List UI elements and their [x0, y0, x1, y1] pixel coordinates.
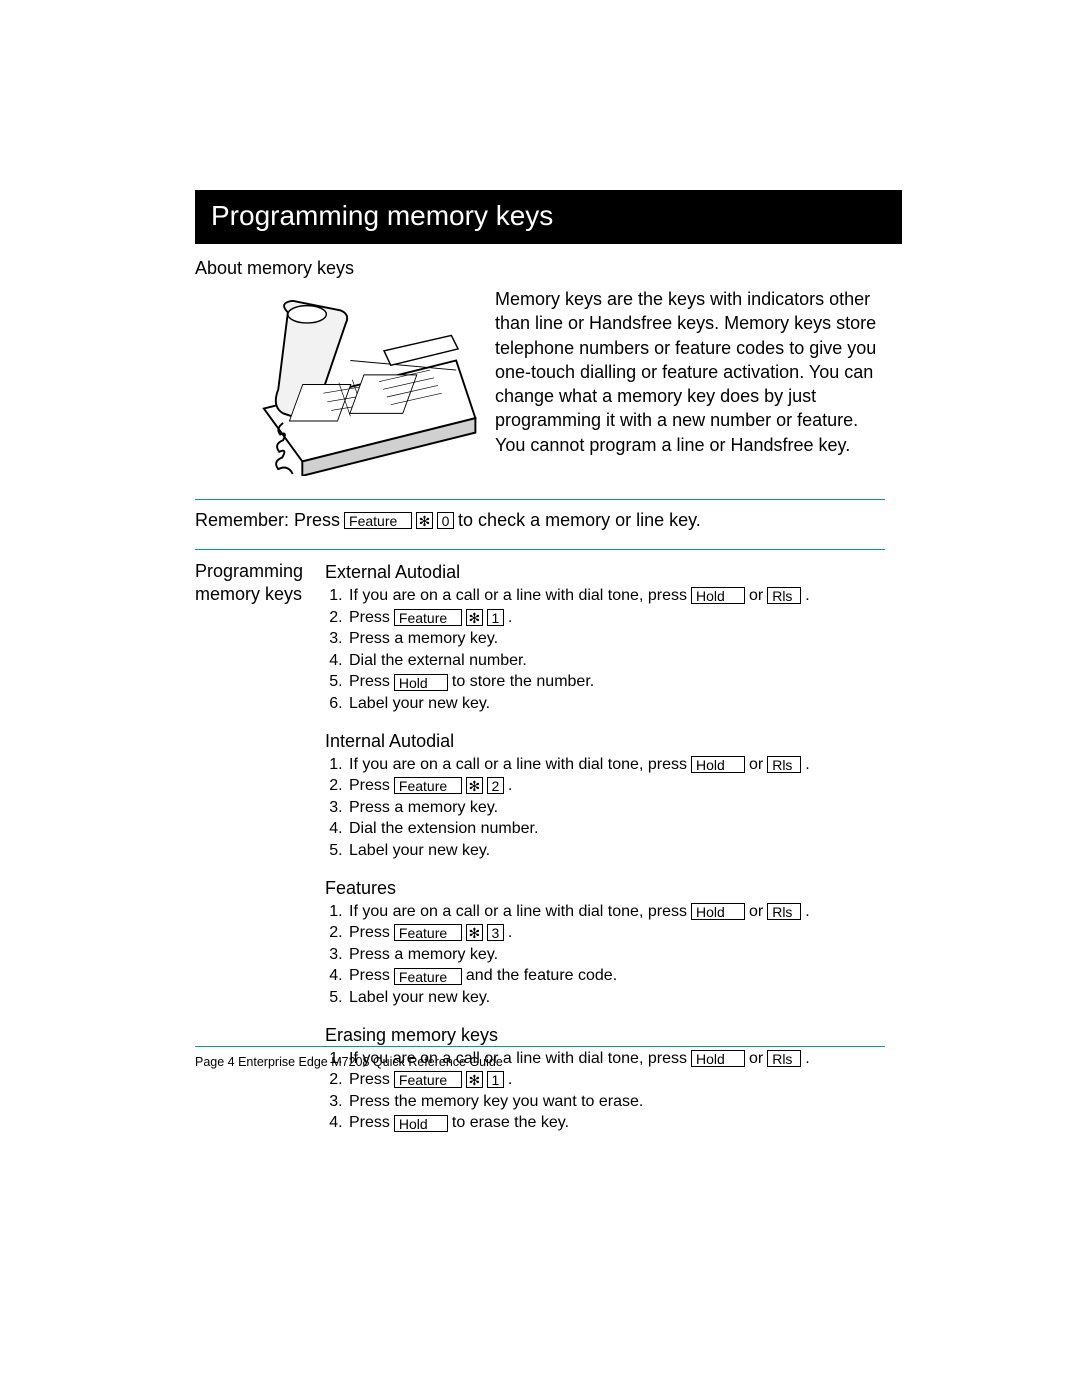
- list-item: If you are on a call or a line with dial…: [347, 585, 885, 607]
- rls-key: Rls: [767, 1050, 801, 1067]
- one-key: 1: [487, 609, 504, 626]
- feature-key: Feature: [394, 924, 462, 941]
- features-heading: Features: [325, 878, 885, 899]
- step-text: Press: [349, 965, 390, 987]
- one-key: 1: [487, 1071, 504, 1088]
- page: Programming memory keys About memory key…: [0, 0, 1080, 1397]
- remember-line: Remember: Press Feature ✻ 0 to check a m…: [195, 508, 885, 531]
- step-text: If you are on a call or a line with dial…: [349, 754, 687, 776]
- two-key: 2: [487, 777, 504, 794]
- programming-section: Programming memory keys External Autodia…: [195, 558, 885, 1134]
- step-text: or: [749, 754, 763, 776]
- feature-key: Feature: [344, 512, 412, 529]
- star-key: ✻: [466, 777, 483, 794]
- hold-key: Hold: [691, 587, 745, 604]
- list-item: Press Feature ✻ 1.: [347, 1069, 885, 1091]
- divider: [195, 499, 885, 500]
- list-item: Press the memory key you want to erase.: [347, 1091, 885, 1113]
- step-text: or: [749, 901, 763, 923]
- about-row: Memory keys are the keys with indicators…: [195, 287, 885, 481]
- side-label-1: Programming: [195, 560, 325, 583]
- list-item: Press Hold to erase the key.: [347, 1112, 885, 1134]
- about-label: About memory keys: [195, 258, 885, 279]
- phone-icon: [235, 293, 485, 476]
- step-text: Press: [349, 1069, 390, 1091]
- erasing-heading: Erasing memory keys: [325, 1025, 885, 1046]
- about-text: Memory keys are the keys with indicators…: [485, 287, 885, 457]
- star-key: ✻: [416, 512, 433, 529]
- remember-prefix: Remember: Press: [195, 510, 340, 531]
- step-text: Press: [349, 671, 390, 693]
- phone-illustration: [195, 287, 485, 481]
- rls-key: Rls: [767, 587, 801, 604]
- list-item: If you are on a call or a line with dial…: [347, 901, 885, 923]
- rls-key: Rls: [767, 903, 801, 920]
- zero-key: 0: [437, 512, 454, 529]
- rls-key: Rls: [767, 756, 801, 773]
- star-key: ✻: [466, 1071, 483, 1088]
- step-text: If you are on a call or a line with dial…: [349, 585, 687, 607]
- footer-text: Page 4 Enterprise Edge M7208 Quick Refer…: [195, 1055, 503, 1069]
- step-text: If you are on a call or a line with dial…: [349, 901, 687, 923]
- three-key: 3: [487, 924, 504, 941]
- hold-key: Hold: [691, 1050, 745, 1067]
- star-key: ✻: [466, 609, 483, 626]
- step-text: or: [749, 585, 763, 607]
- side-label-2: memory keys: [195, 583, 325, 606]
- step-text: Press: [349, 922, 390, 944]
- footer-rule: [195, 1046, 885, 1047]
- list-item: Label your new key.: [347, 840, 885, 862]
- step-text: to store the number.: [452, 671, 594, 693]
- list-item: Dial the extension number.: [347, 818, 885, 840]
- hold-key: Hold: [691, 756, 745, 773]
- list-item: Label your new key.: [347, 987, 885, 1009]
- feature-key: Feature: [394, 1071, 462, 1088]
- hold-key: Hold: [691, 903, 745, 920]
- step-text: Press: [349, 1112, 390, 1134]
- list-item: Press Feature ✻ 2.: [347, 775, 885, 797]
- hold-key: Hold: [394, 1115, 448, 1132]
- list-item: Press Hold to store the number.: [347, 671, 885, 693]
- step-text: Press: [349, 607, 390, 629]
- list-item: Press a memory key.: [347, 797, 885, 819]
- list-item: Press a memory key.: [347, 628, 885, 650]
- remember-suffix: to check a memory or line key.: [458, 510, 701, 531]
- feature-key: Feature: [394, 968, 462, 985]
- internal-steps: If you are on a call or a line with dial…: [325, 754, 885, 862]
- list-item: Label your new key.: [347, 693, 885, 715]
- internal-autodial-heading: Internal Autodial: [325, 731, 885, 752]
- external-autodial-heading: External Autodial: [325, 562, 885, 583]
- hold-key: Hold: [394, 674, 448, 691]
- features-steps: If you are on a call or a line with dial…: [325, 901, 885, 1009]
- programming-body: External Autodial If you are on a call o…: [325, 558, 885, 1134]
- list-item: Dial the external number.: [347, 650, 885, 672]
- star-key: ✻: [466, 924, 483, 941]
- external-steps: If you are on a call or a line with dial…: [325, 585, 885, 715]
- section-side-label: Programming memory keys: [195, 558, 325, 1134]
- list-item: Press Feature ✻ 1.: [347, 607, 885, 629]
- step-text: to erase the key.: [452, 1112, 569, 1134]
- divider: [195, 549, 885, 550]
- step-text: or: [749, 1048, 763, 1070]
- page-title: Programming memory keys: [195, 190, 902, 244]
- feature-key: Feature: [394, 777, 462, 794]
- list-item: If you are on a call or a line with dial…: [347, 754, 885, 776]
- list-item: Press Feature ✻ 3.: [347, 922, 885, 944]
- feature-key: Feature: [394, 609, 462, 626]
- step-text: and the feature code.: [466, 965, 617, 987]
- step-text: Press: [349, 775, 390, 797]
- list-item: Press Feature and the feature code.: [347, 965, 885, 987]
- list-item: Press a memory key.: [347, 944, 885, 966]
